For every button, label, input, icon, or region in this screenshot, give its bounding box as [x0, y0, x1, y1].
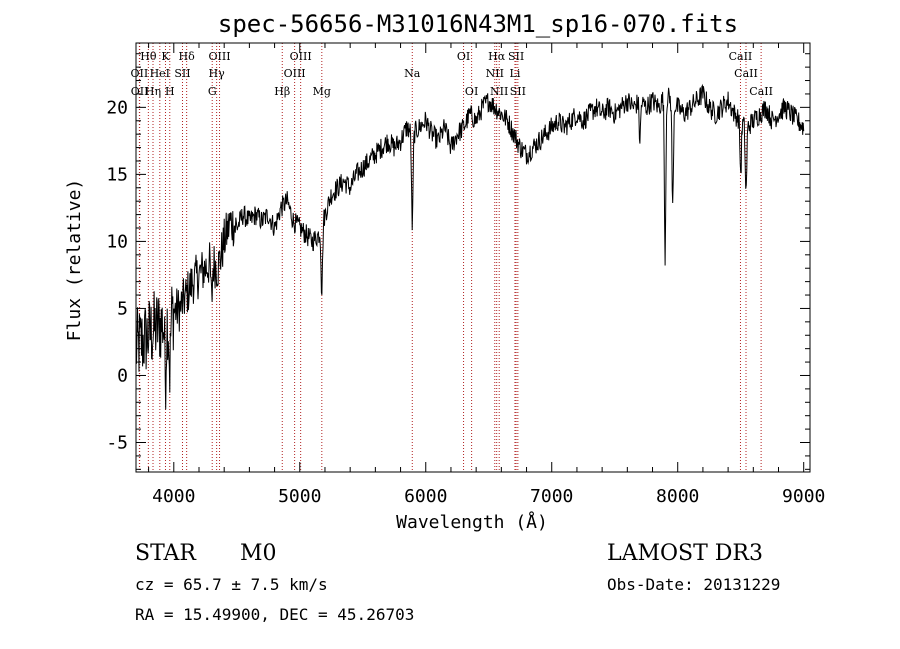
x-tick-label: 8000 — [656, 486, 699, 507]
spectral-line-markers — [138, 43, 762, 472]
spectral-line-label: HeI — [150, 67, 170, 80]
y-tick-label: 20 — [106, 97, 128, 118]
spectral-line-label: OI — [457, 50, 470, 63]
spectral-line-label: Hδ — [179, 50, 196, 63]
spectral-line-label: SII — [510, 85, 526, 98]
y-tick-label: 5 — [117, 298, 128, 319]
spectral-line-label: Hα — [488, 50, 506, 63]
survey-label: LAMOST DR3 — [607, 541, 763, 566]
coords-text: RA = 15.49900, DEC = 45.26703 — [135, 605, 414, 624]
x-tick-label: 4000 — [152, 486, 195, 507]
y-tick-label: 10 — [106, 231, 128, 252]
y-axis-ticks: -5 0 5 10 15 20 — [106, 53, 810, 470]
spectral-line-label: CaII — [734, 67, 758, 80]
spectral-line-label: Li — [510, 67, 521, 80]
spectral-line-label: OIII — [284, 67, 306, 80]
spectral-line-label: OII — [131, 67, 149, 80]
x-tick-label: 6000 — [404, 486, 447, 507]
spectral-line-label: CaII — [749, 85, 773, 98]
spectral-line-label: SII — [508, 50, 524, 63]
spectral-line-label: G — [208, 85, 217, 98]
spectral-line-label: Na — [404, 67, 421, 80]
y-axis-label: Flux (relative) — [64, 179, 85, 342]
class-label: STAR — [135, 541, 197, 566]
spectral-line-label: Hγ — [209, 67, 226, 80]
spectral-line-label: Hθ — [140, 50, 157, 63]
spectral-line-label: OIII — [208, 50, 230, 63]
spectral-line-label: Hβ — [274, 85, 290, 98]
spectral-line-label: SII — [174, 67, 190, 80]
x-tick-label: 5000 — [278, 486, 321, 507]
spectral-line-label: H — [165, 85, 175, 98]
spectral-line-label: OII — [131, 85, 149, 98]
x-tick-label: 7000 — [530, 486, 573, 507]
spectral-line-label: Mg — [313, 85, 331, 98]
x-axis-label: Wavelength (Å) — [396, 511, 548, 533]
plot-frame — [135, 42, 811, 473]
x-axis-ticks: 4000 5000 6000 7000 8000 9000 — [148, 43, 825, 507]
spectral-line-label: Hη — [145, 85, 161, 98]
y-tick-label: -5 — [106, 433, 128, 454]
obs-date-text: Obs-Date: 20131229 — [607, 575, 780, 594]
spectral-line-label: K — [161, 50, 170, 63]
spectral-line-label: OIII — [290, 50, 312, 63]
y-tick-label: 0 — [117, 365, 128, 386]
y-tick-label: 15 — [106, 164, 128, 185]
x-tick-label: 9000 — [782, 486, 825, 507]
spectral-line-label: NII — [486, 67, 504, 80]
spectrum-line — [135, 83, 805, 410]
spectral-line-label: CaII — [729, 50, 753, 63]
spectral-line-label: NII — [490, 85, 508, 98]
spectral-line-label: OI — [465, 85, 478, 98]
subclass-label: M0 — [240, 541, 277, 566]
redshift-text: cz = 65.7 ± 7.5 km/s — [135, 575, 328, 594]
chart-title: spec-56656-M31016N43M1_sp16-070.fits — [218, 10, 738, 38]
